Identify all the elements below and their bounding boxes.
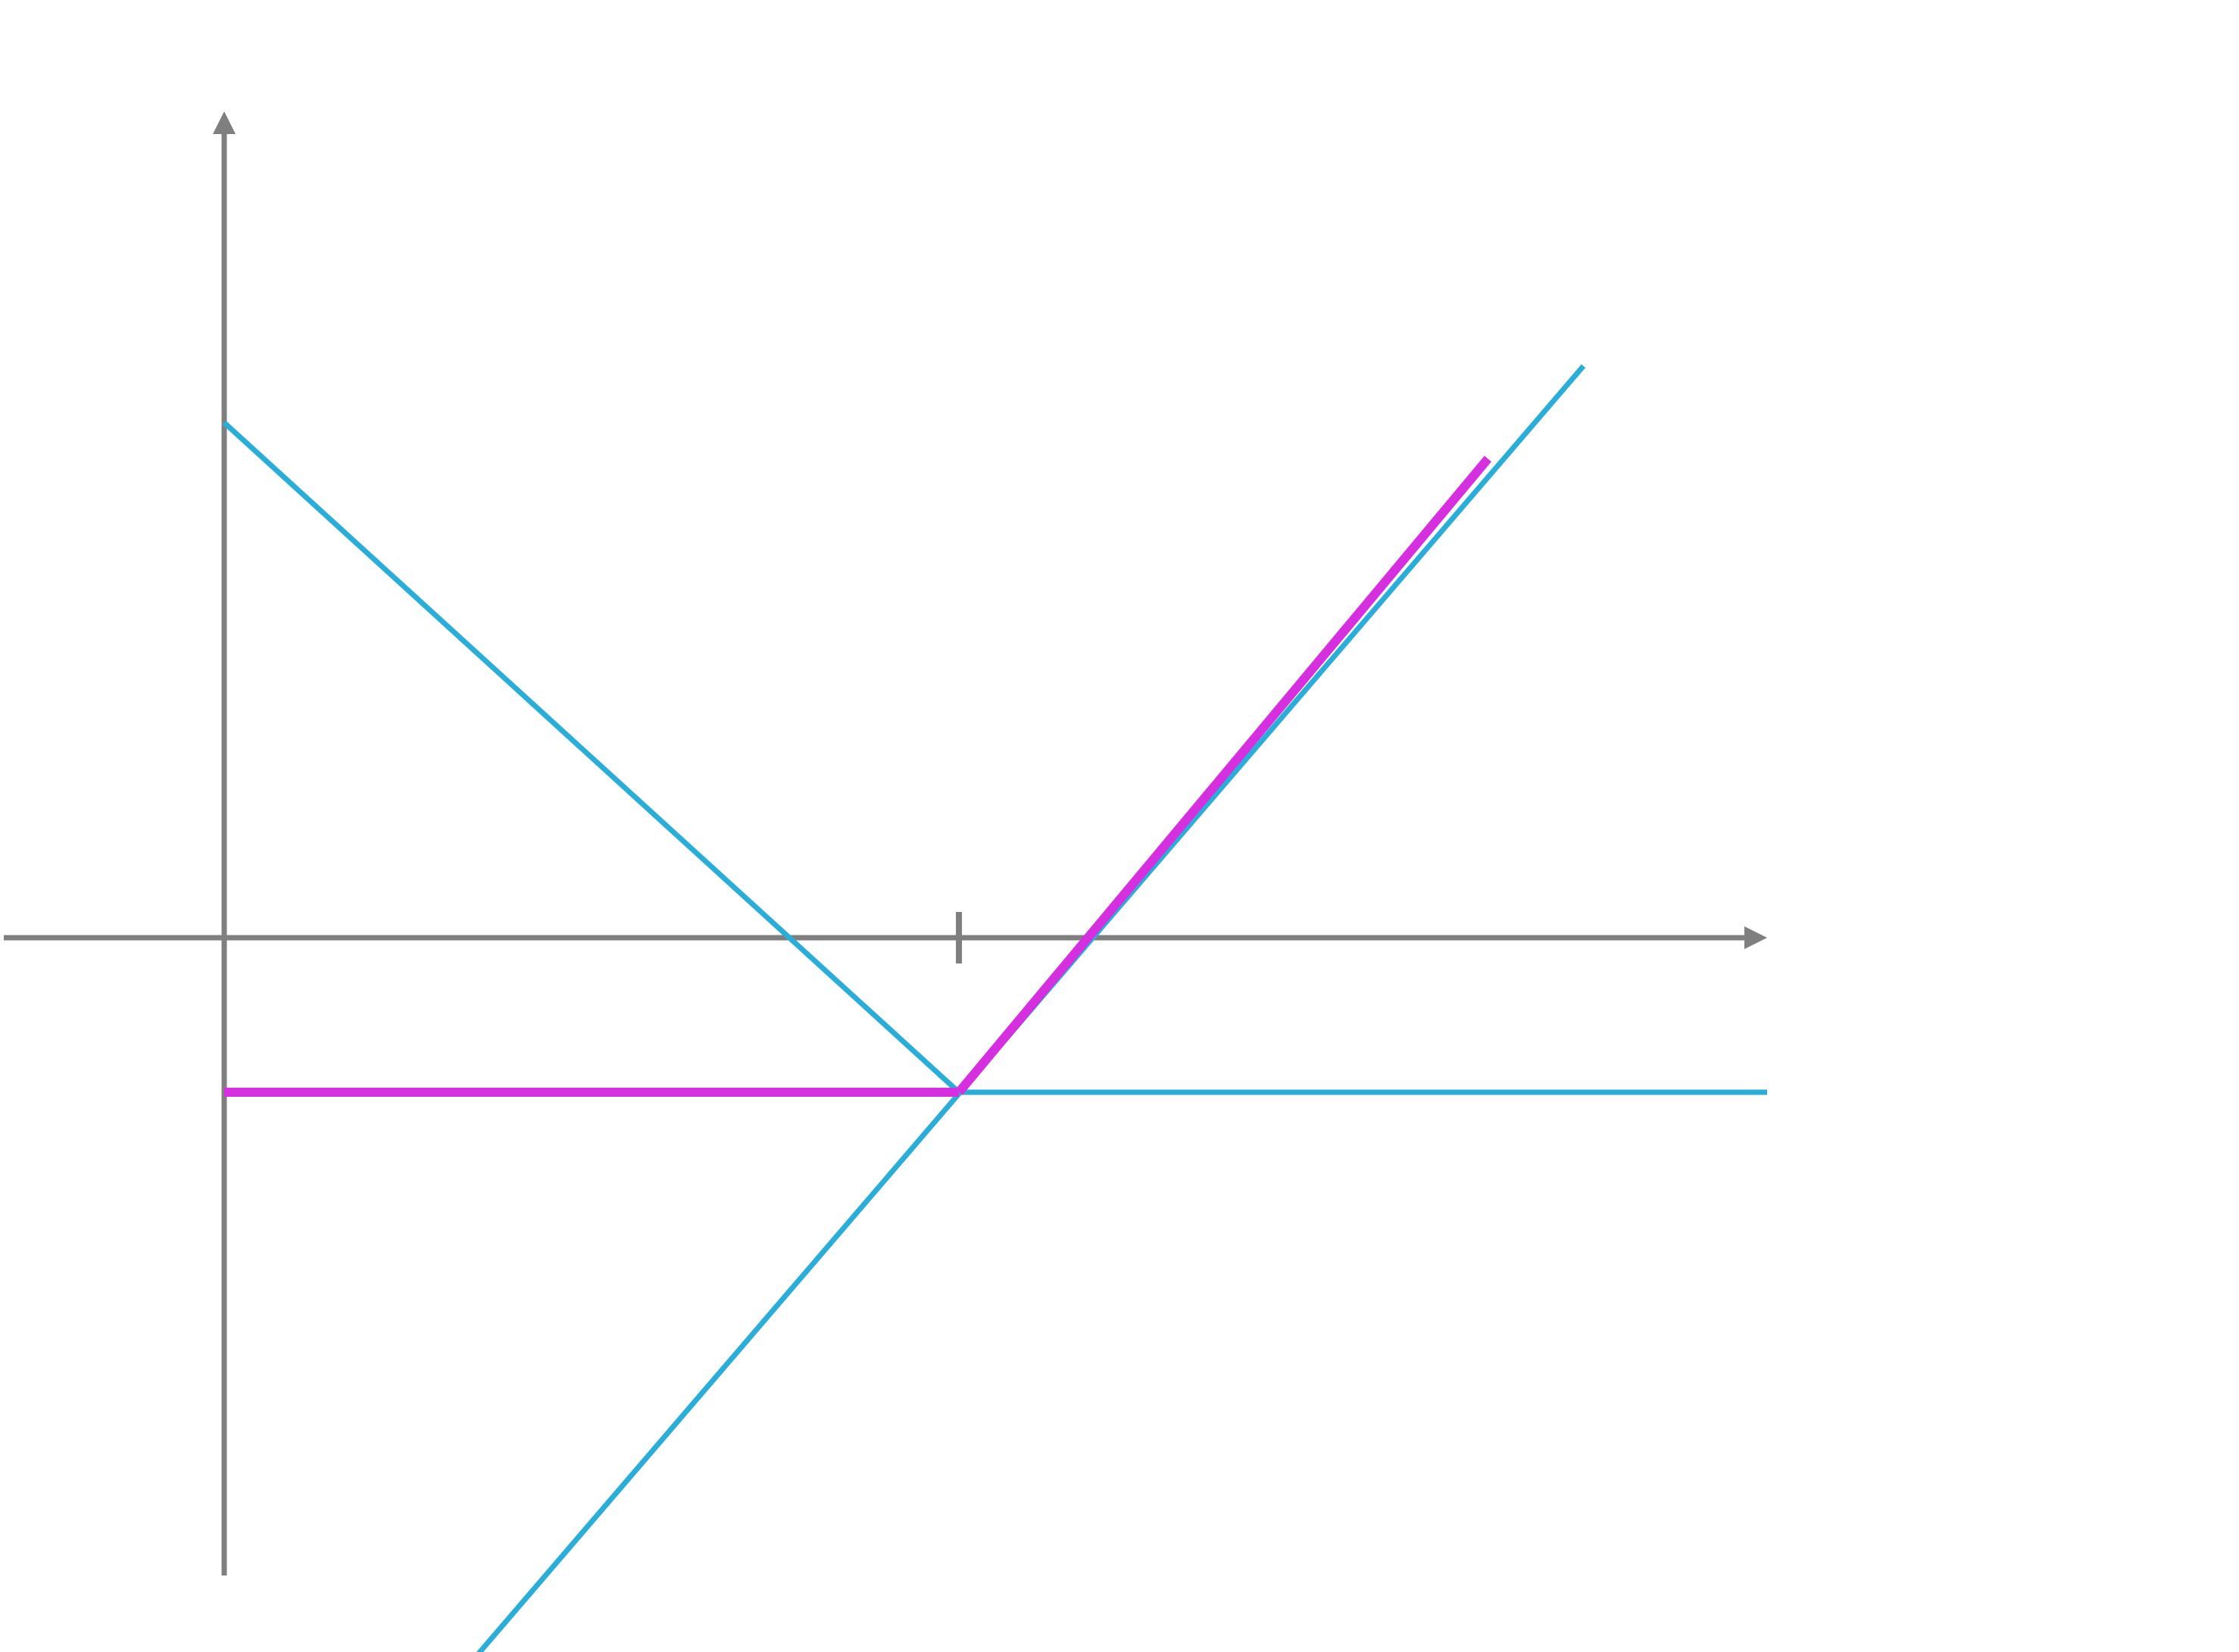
series-layer (222, 364, 1767, 1652)
x-axis-arrow-icon (1744, 926, 1767, 949)
axes (4, 111, 1767, 1575)
magenta-line-4 (955, 455, 1492, 1095)
y-axis-arrow-icon (213, 111, 236, 134)
blue-line-0 (222, 420, 961, 1095)
